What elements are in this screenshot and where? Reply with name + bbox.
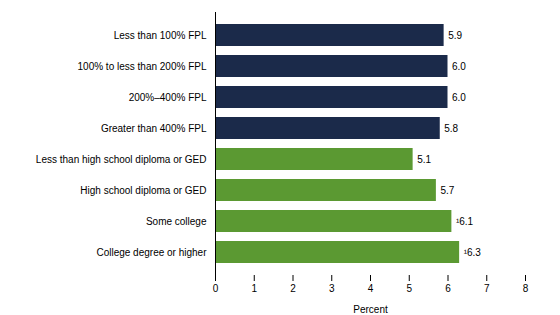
svg-text:5.9: 5.9 [448,30,462,41]
svg-text:Some college: Some college [146,216,207,227]
svg-text:7: 7 [484,283,490,294]
svg-text:Percent: Percent [353,304,388,315]
svg-text:2: 2 [290,283,296,294]
svg-text:Less than high school diploma: Less than high school diploma or GED [36,154,207,165]
svg-text:¹6.1: ¹6.1 [456,216,474,227]
svg-text:4: 4 [368,283,374,294]
svg-text:5: 5 [406,283,412,294]
svg-text:Greater than 400% FPL: Greater than 400% FPL [101,123,207,134]
svg-text:High school diploma or GED: High school diploma or GED [80,185,206,196]
svg-text:100% to less than 200% FPL: 100% to less than 200% FPL [78,61,207,72]
svg-text:5.7: 5.7 [440,185,454,196]
svg-text:6.0: 6.0 [452,61,466,72]
svg-text:200%–400% FPL: 200%–400% FPL [129,92,207,103]
svg-text:6.0: 6.0 [452,92,466,103]
svg-text:6: 6 [445,283,451,294]
svg-text:¹6.3: ¹6.3 [464,247,482,258]
svg-text:College degree or higher: College degree or higher [96,247,207,258]
svg-text:1: 1 [251,283,257,294]
svg-text:5.1: 5.1 [417,154,431,165]
svg-text:8: 8 [523,283,529,294]
svg-text:Less than 100% FPL: Less than 100% FPL [114,30,207,41]
svg-text:0: 0 [213,283,219,294]
svg-text:3: 3 [329,283,335,294]
svg-text:5.8: 5.8 [444,123,458,134]
